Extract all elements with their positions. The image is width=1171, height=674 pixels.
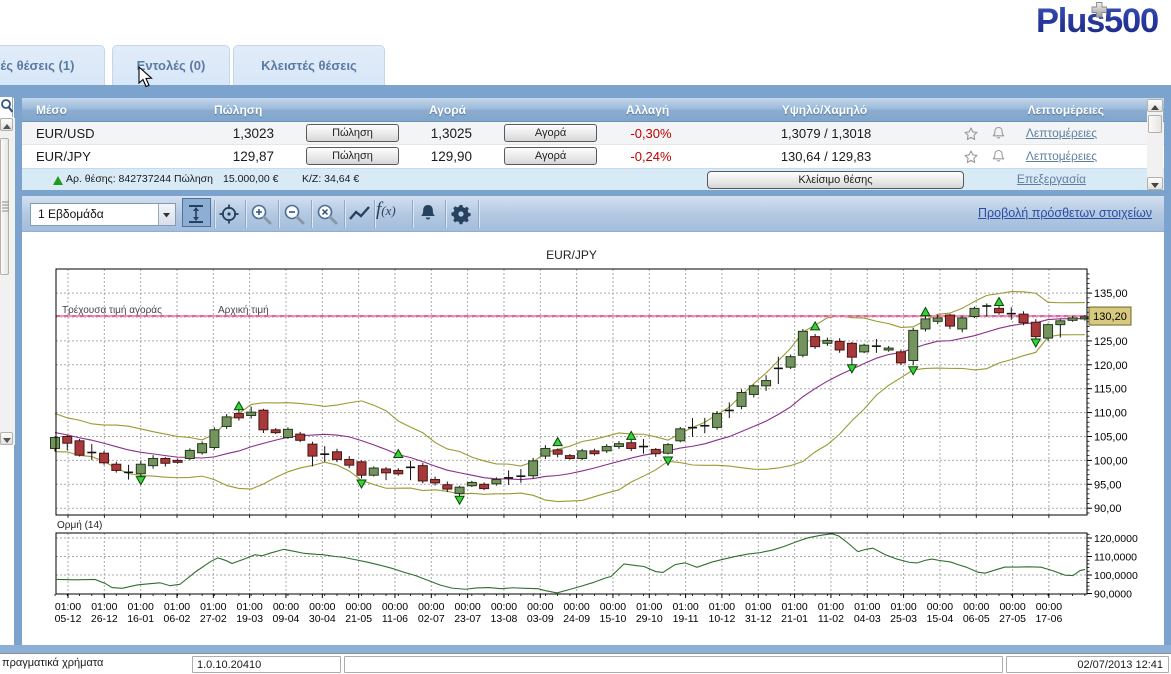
svg-text:23-07: 23-07 xyxy=(454,613,481,625)
svg-text:01:00: 01:00 xyxy=(672,601,698,613)
svg-text:03-09: 03-09 xyxy=(527,613,554,625)
svg-text:13-08: 13-08 xyxy=(491,613,518,625)
svg-text:00:00: 00:00 xyxy=(999,601,1025,613)
svg-text:00:00: 00:00 xyxy=(454,601,480,613)
svg-text:115,00: 115,00 xyxy=(1094,384,1127,396)
svg-text:00:00: 00:00 xyxy=(563,601,589,613)
svg-text:21-01: 21-01 xyxy=(781,613,808,625)
svg-text:01:00: 01:00 xyxy=(890,601,916,613)
svg-text:04-03: 04-03 xyxy=(854,613,881,625)
svg-text:05-12: 05-12 xyxy=(55,613,82,625)
svg-text:01:00: 01:00 xyxy=(781,601,807,613)
svg-text:00:00: 00:00 xyxy=(600,601,626,613)
svg-text:30-04: 30-04 xyxy=(309,613,336,625)
svg-text:01:00: 01:00 xyxy=(636,601,662,613)
svg-text:27-05: 27-05 xyxy=(999,613,1026,625)
svg-text:11-06: 11-06 xyxy=(382,613,408,625)
svg-text:00:00: 00:00 xyxy=(382,601,408,613)
svg-text:01:00: 01:00 xyxy=(128,601,154,613)
svg-text:00:00: 00:00 xyxy=(309,601,335,613)
svg-text:EUR/JPY: EUR/JPY xyxy=(546,248,597,262)
svg-text:00:00: 00:00 xyxy=(927,601,953,613)
svg-text:11-02: 11-02 xyxy=(818,613,844,625)
svg-text:00:00: 00:00 xyxy=(1036,601,1062,613)
svg-text:29-10: 29-10 xyxy=(636,613,663,625)
svg-text:31-12: 31-12 xyxy=(745,613,772,625)
svg-text:Ορμή (14): Ορμή (14) xyxy=(57,519,102,531)
svg-text:01:00: 01:00 xyxy=(818,601,844,613)
svg-text:120,0000: 120,0000 xyxy=(1094,533,1138,545)
svg-text:105,00: 105,00 xyxy=(1094,432,1128,444)
svg-text:00:00: 00:00 xyxy=(963,601,989,613)
svg-text:17-06: 17-06 xyxy=(1035,613,1062,625)
svg-text:120,00: 120,00 xyxy=(1094,360,1128,372)
svg-text:Αρχική τιμή: Αρχική τιμή xyxy=(218,304,269,316)
svg-text:21-05: 21-05 xyxy=(345,613,372,625)
svg-text:27-02: 27-02 xyxy=(200,613,227,625)
svg-text:26-12: 26-12 xyxy=(91,613,118,625)
svg-text:24-09: 24-09 xyxy=(563,613,590,625)
svg-text:00:00: 00:00 xyxy=(345,601,371,613)
svg-text:15-04: 15-04 xyxy=(926,613,953,625)
svg-text:00:00: 00:00 xyxy=(527,601,553,613)
svg-text:135,00: 135,00 xyxy=(1094,288,1128,300)
svg-text:01:00: 01:00 xyxy=(91,601,117,613)
svg-text:02-07: 02-07 xyxy=(418,613,445,625)
svg-text:10-12: 10-12 xyxy=(709,613,736,625)
svg-text:01:00: 01:00 xyxy=(709,601,735,613)
svg-text:01:00: 01:00 xyxy=(237,601,263,613)
svg-text:19-03: 19-03 xyxy=(236,613,263,625)
svg-text:01:00: 01:00 xyxy=(200,601,226,613)
svg-text:09-04: 09-04 xyxy=(273,613,300,625)
svg-text:25-03: 25-03 xyxy=(890,613,917,625)
svg-text:130,20: 130,20 xyxy=(1093,311,1127,323)
svg-text:90,0000: 90,0000 xyxy=(1094,589,1132,601)
svg-text:16-01: 16-01 xyxy=(127,613,154,625)
svg-text:90,00: 90,00 xyxy=(1094,503,1122,515)
svg-text:100,00: 100,00 xyxy=(1094,455,1128,467)
svg-text:110,00: 110,00 xyxy=(1094,408,1127,420)
svg-text:100,0000: 100,0000 xyxy=(1094,570,1138,582)
svg-text:06-05: 06-05 xyxy=(963,613,990,625)
svg-text:01:00: 01:00 xyxy=(854,601,880,613)
svg-text:125,00: 125,00 xyxy=(1094,336,1128,348)
svg-text:06-02: 06-02 xyxy=(164,613,191,625)
svg-text:95,00: 95,00 xyxy=(1094,479,1122,491)
svg-text:01:00: 01:00 xyxy=(164,601,190,613)
svg-text:19-11: 19-11 xyxy=(673,613,699,625)
svg-text:00:00: 00:00 xyxy=(418,601,444,613)
svg-text:110,0000: 110,0000 xyxy=(1094,552,1137,564)
svg-text:00:00: 00:00 xyxy=(491,601,517,613)
svg-text:Τρέχουσα τιμή αγοράς: Τρέχουσα τιμή αγοράς xyxy=(62,304,162,316)
svg-text:15-10: 15-10 xyxy=(600,613,627,625)
svg-text:01:00: 01:00 xyxy=(55,601,81,613)
svg-text:00:00: 00:00 xyxy=(273,601,299,613)
svg-text:01:00: 01:00 xyxy=(745,601,771,613)
